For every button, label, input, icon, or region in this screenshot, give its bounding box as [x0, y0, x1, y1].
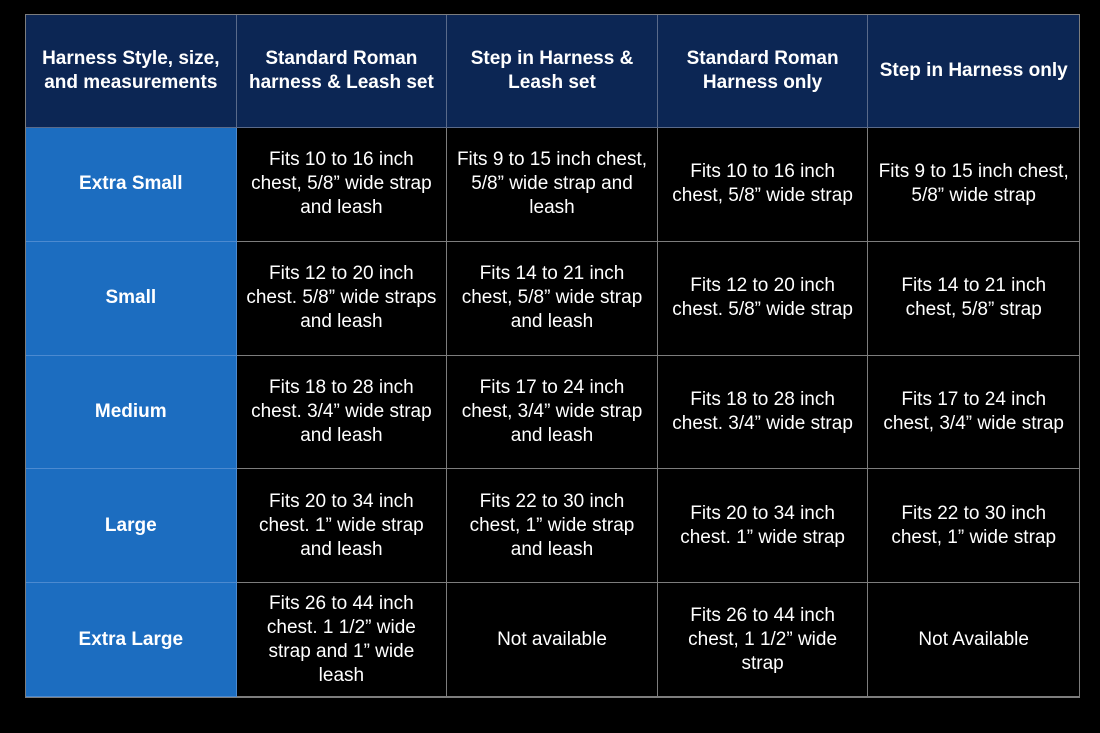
table-cell: Fits 18 to 28 inch chest. 3/4” wide stra… — [236, 355, 448, 470]
table-cell: Fits 12 to 20 inch chest. 5/8” wide stra… — [657, 241, 869, 356]
row-header: Medium — [26, 355, 237, 470]
row-header: Large — [26, 469, 237, 584]
table-cell: Fits 18 to 28 inch chest. 3/4” wide stra… — [657, 355, 869, 470]
table-cell: Fits 20 to 34 inch chest. 1” wide strap — [657, 469, 869, 584]
table-cell: Fits 12 to 20 inch chest. 5/8” wide stra… — [236, 241, 448, 356]
table-cell: Fits 17 to 24 inch chest, 3/4” wide stra… — [868, 355, 1079, 470]
column-header: Step in Harness & Leash set — [447, 15, 658, 128]
column-header: Standard Roman Harness only — [657, 15, 869, 128]
table-cell: Fits 26 to 44 inch chest, 1 1/2” wide st… — [657, 583, 869, 697]
column-header: Step in Harness only — [868, 15, 1079, 128]
row-header: Extra Large — [26, 583, 237, 697]
table-cell: Fits 20 to 34 inch chest. 1” wide strap … — [236, 469, 448, 584]
table-cell: Not Available — [868, 583, 1079, 697]
table-cell: Fits 22 to 30 inch chest, 1” wide strap — [868, 469, 1079, 584]
row-header: Extra Small — [26, 128, 237, 242]
table-cell: Fits 10 to 16 inch chest, 5/8” wide stra… — [657, 128, 869, 242]
table-cell: Fits 26 to 44 inch chest. 1 1/2” wide st… — [236, 583, 448, 697]
table-cell: Fits 22 to 30 inch chest, 1” wide strap … — [447, 469, 658, 584]
size-table: Harness Style, size, and measurements Sta… — [25, 14, 1080, 698]
table-cell: Not available — [447, 583, 658, 697]
table-cell: Fits 9 to 15 inch chest, 5/8” wide strap… — [447, 128, 658, 242]
table-cell: Fits 17 to 24 inch chest, 3/4” wide stra… — [447, 355, 658, 470]
table-cell: Fits 14 to 21 inch chest, 5/8” wide stra… — [447, 241, 658, 356]
table-cell: Fits 9 to 15 inch chest, 5/8” wide strap — [868, 128, 1079, 242]
column-header: Harness Style, size, and measurements — [26, 15, 237, 128]
table-cell: Fits 14 to 21 inch chest, 5/8” strap — [868, 241, 1079, 356]
table-cell: Fits 10 to 16 inch chest, 5/8” wide stra… — [236, 128, 448, 242]
row-header: Small — [26, 241, 237, 356]
column-header: Standard Roman harness & Leash set — [236, 15, 448, 128]
